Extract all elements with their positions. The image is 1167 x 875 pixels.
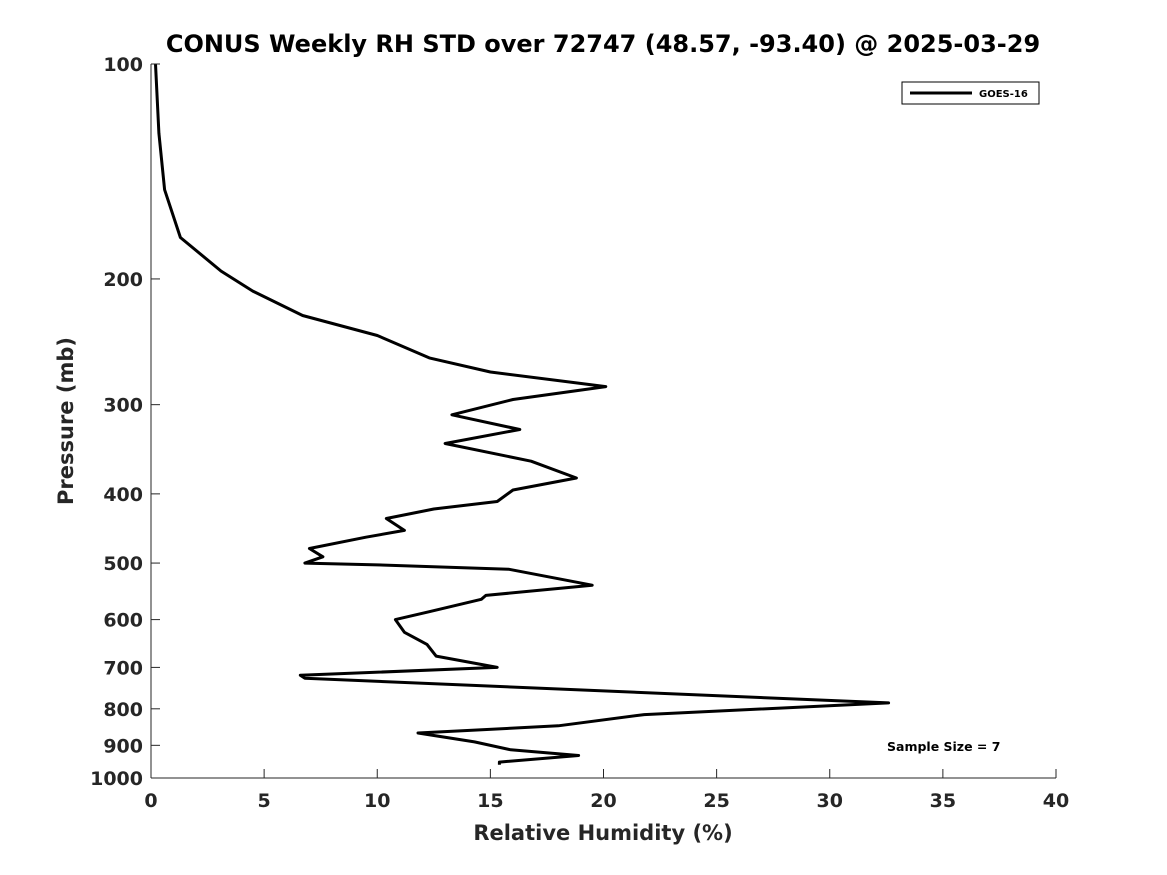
x-tick-label: 25 bbox=[703, 790, 729, 812]
x-axis-ticks: 0 5 10 15 20 25 30 35 40 bbox=[144, 769, 1069, 812]
series-line-goes-16 bbox=[154, 63, 891, 765]
y-tick-label: 700 bbox=[103, 657, 143, 679]
x-tick-label: 40 bbox=[1043, 790, 1069, 812]
y-tick-label: 500 bbox=[103, 553, 143, 575]
chart-title: CONUS Weekly RH STD over 72747 (48.57, -… bbox=[166, 30, 1040, 58]
x-tick-label: 35 bbox=[930, 790, 956, 812]
y-axis-label: Pressure (mb) bbox=[54, 337, 78, 505]
legend-label-goes-16: GOES-16 bbox=[979, 89, 1028, 100]
x-tick-label: 0 bbox=[144, 790, 157, 812]
legend: GOES-16 bbox=[901, 81, 1040, 105]
y-axis-ticks: 100 200 300 400 500 600 700 800 900 1000 bbox=[90, 54, 160, 790]
x-axis-label: Relative Humidity (%) bbox=[473, 821, 732, 845]
x-tick-label: 15 bbox=[477, 790, 503, 812]
y-tick-label: 1000 bbox=[90, 768, 143, 790]
x-tick-label: 5 bbox=[258, 790, 271, 812]
y-tick-label: 600 bbox=[103, 610, 143, 632]
y-tick-label: 200 bbox=[103, 269, 143, 291]
y-tick-label: 900 bbox=[103, 735, 143, 757]
sample-size-annotation: Sample Size = 7 bbox=[887, 739, 1000, 754]
x-tick-label: 20 bbox=[590, 790, 616, 812]
x-tick-label: 10 bbox=[364, 790, 390, 812]
y-tick-label: 300 bbox=[103, 395, 143, 417]
plot-area bbox=[154, 63, 891, 765]
x-tick-label: 30 bbox=[817, 790, 843, 812]
y-tick-label: 400 bbox=[103, 484, 143, 506]
y-tick-label: 800 bbox=[103, 699, 143, 721]
y-tick-label: 100 bbox=[103, 54, 143, 76]
